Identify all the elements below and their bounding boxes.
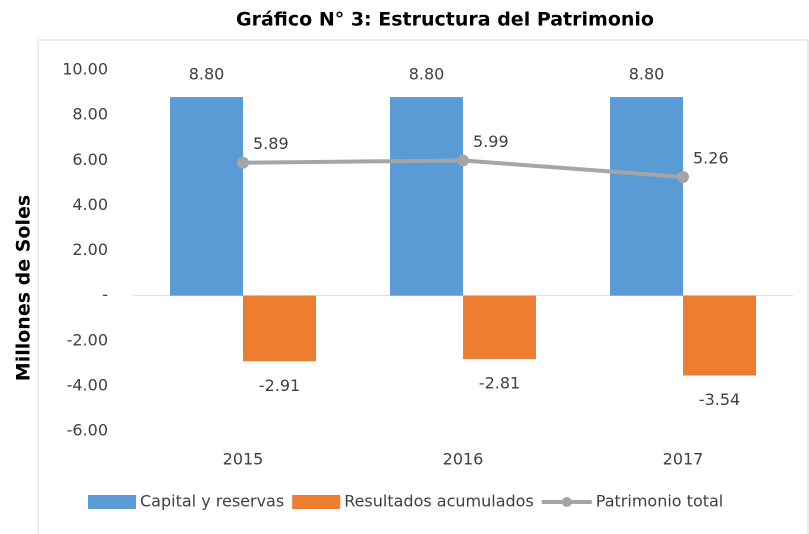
bar (390, 97, 463, 296)
y-tick-label: -2.00 (67, 330, 108, 349)
legend-swatch (88, 495, 136, 509)
y-tick-label: - (102, 285, 108, 304)
data-label: 5.89 (253, 134, 289, 153)
y-tick-label: -4.00 (67, 375, 108, 394)
y-tick-label: 10.00 (62, 60, 108, 79)
bar (170, 97, 243, 296)
legend-label: Patrimonio total (596, 492, 723, 511)
x-tick-label: 2015 (223, 450, 264, 469)
data-label: 5.26 (693, 148, 729, 167)
bar (243, 295, 316, 362)
line-point (677, 170, 689, 183)
bar (463, 295, 536, 360)
line-point (237, 156, 249, 169)
bar (610, 97, 683, 296)
y-axis-label: Millones de Soles (13, 195, 35, 381)
chart-title: Gráfico N° 3: Estructura del Patrimonio (236, 9, 654, 31)
data-label: -2.91 (259, 376, 300, 395)
legend-label: Resultados acumulados (344, 492, 534, 511)
x-tick-label: 2016 (443, 450, 484, 469)
y-tick-label: -6.00 (67, 421, 108, 440)
line-point (457, 154, 469, 167)
x-tick-label: 2017 (663, 450, 704, 469)
data-label: -2.81 (479, 374, 520, 393)
y-tick-label: 2.00 (72, 240, 108, 259)
data-label: 5.99 (473, 132, 509, 151)
legend-swatch (292, 495, 341, 509)
legend-swatch-marker (561, 497, 572, 507)
y-tick-label: 8.00 (72, 105, 108, 124)
y-tick-label: 4.00 (72, 195, 108, 214)
data-label: 8.80 (189, 65, 225, 84)
data-label: -3.54 (699, 390, 740, 409)
y-tick-label: 6.00 (72, 150, 108, 169)
data-label: 8.80 (629, 65, 665, 84)
legend-label: Capital y reservas (140, 492, 284, 511)
data-label: 8.80 (409, 65, 445, 84)
bar (683, 295, 756, 376)
chart-border (37, 39, 809, 534)
